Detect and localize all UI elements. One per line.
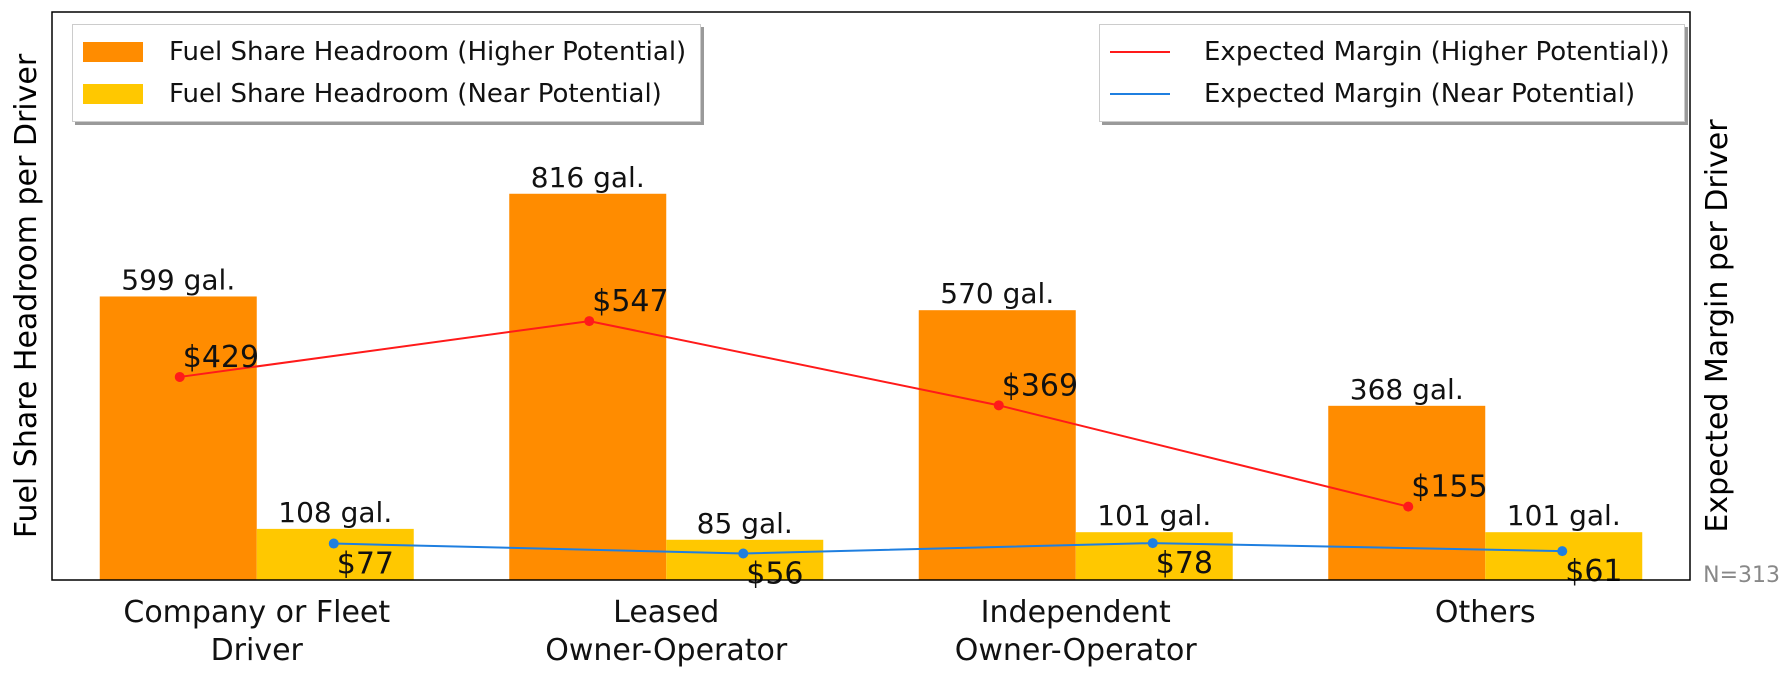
line-point: [738, 548, 749, 559]
legend-swatch-higher-headroom: [83, 42, 143, 62]
line-point: [993, 400, 1004, 411]
series-line: [333, 542, 1563, 555]
line-value-label: $429: [183, 340, 259, 375]
line-point: [328, 538, 339, 549]
line-point: [174, 371, 185, 382]
legend-bars: Fuel Share Headroom (Higher Potential) F…: [72, 24, 702, 122]
line-value-label: $78: [1156, 546, 1213, 581]
line-point: [1403, 501, 1414, 512]
series-line: [179, 320, 1409, 508]
line-value-label: $77: [337, 547, 394, 582]
line-value-label: $155: [1411, 470, 1487, 505]
plot-frame: [51, 11, 1691, 581]
legend-swatch-near-margin: [1110, 93, 1170, 95]
bar-value-label: 101 gal.: [1507, 499, 1621, 532]
bar-value-label: 85 gal.: [697, 507, 793, 540]
legend-item: Expected Margin (Higher Potential)): [1110, 31, 1670, 73]
legend-label: Expected Margin (Higher Potential)): [1204, 37, 1670, 67]
sample-size-annotation: N=313: [1703, 563, 1780, 588]
line-value-label: $547: [592, 284, 668, 319]
legend-lines: Expected Margin (Higher Potential)) Expe…: [1099, 24, 1685, 122]
bar: [509, 193, 667, 580]
line-point: [1557, 546, 1568, 557]
bar: [1485, 532, 1643, 580]
x-tick-label: Company or Fleet Driver: [123, 595, 390, 668]
bar-value-label: 599 gal.: [121, 263, 235, 296]
legend-swatch-near-headroom: [83, 84, 143, 104]
legend-label: Fuel Share Headroom (Near Potential): [169, 79, 662, 109]
line-point: [1147, 538, 1158, 549]
bar: [918, 310, 1076, 580]
lines-group: [174, 316, 1568, 559]
bar: [99, 296, 257, 580]
x-tick-label: Leased Owner-Operator: [545, 595, 788, 668]
line-value-label: $56: [746, 556, 803, 591]
x-tick-label: Others: [1435, 595, 1536, 630]
bars-group: [99, 193, 1643, 580]
x-tick-labels: Company or Fleet Driver Leased Owner-Operat…: [123, 595, 1535, 668]
labels-group: 599 gal. 816 gal. 570 gal. 368 gal. 108 gal.…: [121, 161, 1622, 592]
legend-item: Fuel Share Headroom (Near Potential): [83, 73, 686, 115]
legend-label: Expected Margin (Near Potential): [1204, 79, 1636, 109]
x-tick-label: Independent Owner-Operator: [955, 595, 1198, 668]
bar: [256, 528, 414, 580]
line-value-label: $61: [1565, 554, 1622, 589]
legend-label: Fuel Share Headroom (Higher Potential): [169, 37, 687, 67]
bar-value-label: 816 gal.: [531, 161, 645, 194]
bar-value-label: 108 gal.: [278, 496, 392, 529]
line-point: [584, 316, 595, 327]
y-axis-label: Fuel Share Headroom per Driver: [9, 53, 44, 538]
bar-value-label: 101 gal.: [1097, 499, 1211, 532]
line-value-label: $369: [1002, 368, 1078, 403]
legend-item: Fuel Share Headroom (Higher Potential): [83, 31, 686, 73]
legend-swatch-higher-margin: [1110, 51, 1170, 53]
bar-value-label: 368 gal.: [1350, 373, 1464, 406]
bar-value-label: 570 gal.: [940, 277, 1054, 310]
y2-axis-label: Expected Margin per Driver: [1700, 119, 1735, 533]
legend-item: Expected Margin (Near Potential): [1110, 73, 1670, 115]
bar: [666, 539, 824, 580]
